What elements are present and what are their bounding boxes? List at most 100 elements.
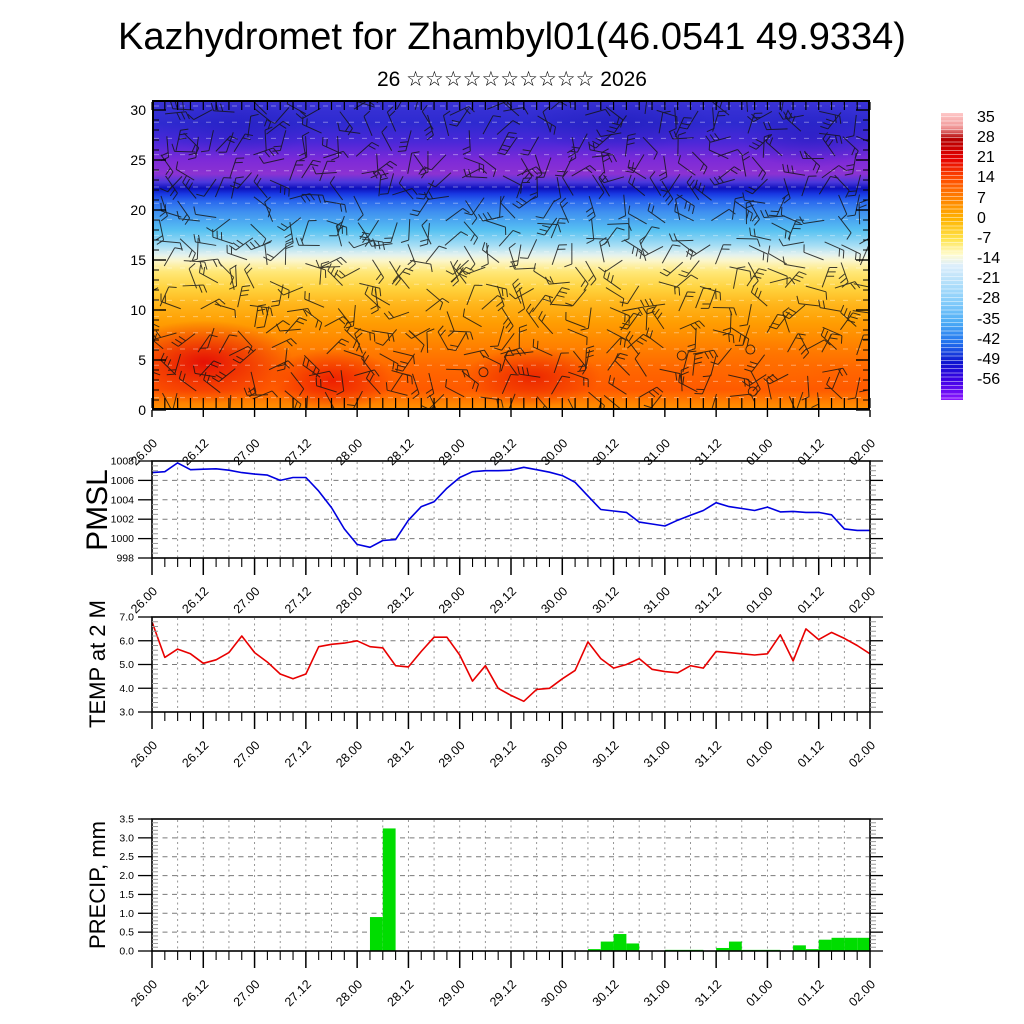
- colorbar-tick-label: 35: [977, 109, 995, 126]
- page-subtitle: 26 ☆☆☆☆☆☆☆☆☆☆ 2026: [376, 68, 647, 91]
- x-tick-label: 02.00: [846, 738, 878, 770]
- x-tick-label: 01.00: [744, 436, 776, 468]
- x-tick-label: 31.12: [692, 977, 724, 1009]
- temperature-colorbar: [941, 113, 963, 400]
- precip-bar: [382, 828, 396, 951]
- x-tick-label: 31.12: [692, 584, 724, 616]
- x-tick-label: 26.12: [179, 738, 211, 770]
- x-tick-label: 27.00: [231, 977, 263, 1009]
- temp-at-2m-panel: 3.0 4.0 5.0 6.0 7.0: [119, 612, 883, 729]
- x-tick-label: 28.00: [333, 738, 365, 770]
- y-tick-label: 2.5: [119, 851, 134, 863]
- temp-at-2m-x-labels: 26.00 26.12 27.00 27.12 28.00 28.12 29.00 29.12…: [128, 738, 878, 770]
- colorbar-tick-label: -56: [977, 370, 1001, 388]
- x-tick-label: 31.00: [641, 738, 673, 770]
- x-tick-label: 26.12: [179, 584, 211, 616]
- x-tick-label: 27.12: [282, 977, 314, 1009]
- x-tick-label: 30.00: [538, 977, 570, 1009]
- precip-bar: [793, 945, 806, 951]
- colorbar-tick-label: -49: [977, 350, 1001, 368]
- cross-section-y-tick-label: 15: [130, 252, 146, 268]
- y-tick-label: 1.0: [119, 908, 134, 920]
- x-tick-label: 27.12: [282, 584, 314, 616]
- colorbar-tick-label: -7: [977, 229, 992, 247]
- y-tick-label: 5.0: [119, 659, 134, 671]
- cross-section-y-tick-label: 10: [130, 302, 146, 318]
- x-tick-label: 29.00: [436, 738, 468, 770]
- precip-bar: [728, 941, 742, 951]
- colorbar-tick-label: 28: [977, 129, 995, 147]
- y-tick-label: 1006: [111, 475, 135, 487]
- x-tick-label: 31.12: [692, 738, 724, 770]
- cross-section-x-labels: 26.00 26.12 27.00 27.12 28.00 28.12 29.00 29.12…: [128, 436, 878, 468]
- colorbar-tick-label: 7: [977, 189, 986, 207]
- precip-bar: [831, 937, 845, 951]
- cross-section-y-tick-label: 0: [138, 402, 146, 418]
- colorbar-tick-label: -21: [977, 270, 1001, 288]
- x-tick-label: 27.00: [231, 738, 263, 770]
- x-tick-label: 02.00: [846, 436, 878, 468]
- x-tick-label: 30.00: [538, 584, 570, 616]
- x-tick-label: 31.00: [641, 584, 673, 616]
- x-tick-label: 29.00: [436, 436, 468, 468]
- page-title: Kazhydromet for Zhambyl01(46.0541 49.933…: [118, 16, 906, 58]
- cross-section-y-tick-label: 30: [130, 102, 146, 118]
- x-tick-label: 28.12: [385, 738, 417, 770]
- y-tick-label: 1004: [111, 494, 135, 506]
- x-tick-label: 28.00: [333, 584, 365, 616]
- y-tick-label: 1000: [111, 533, 135, 545]
- x-tick-label: 01.00: [744, 738, 776, 770]
- x-tick-label: 27.00: [231, 436, 263, 468]
- precip-panel: 0.0 0.5 1.0 1.5 2.0 2.5 3.0 3.5: [119, 814, 883, 968]
- x-tick-label: 30.12: [590, 436, 622, 468]
- x-tick-label: 30.00: [538, 738, 570, 770]
- cross-section-y-tick-label: 25: [130, 152, 146, 168]
- precip-bar: [767, 949, 781, 951]
- colorbar-tick-label: -42: [977, 330, 1001, 348]
- x-tick-label: 01.12: [795, 584, 827, 616]
- x-tick-label: 26.12: [179, 436, 211, 468]
- y-tick-label: 4.0: [119, 683, 134, 695]
- precip-bar: [587, 949, 601, 951]
- x-tick-label: 29.12: [487, 738, 519, 770]
- x-tick-label: 26.00: [128, 584, 160, 616]
- precip-bar: [818, 939, 832, 951]
- x-tick-label: 01.00: [744, 977, 776, 1009]
- x-tick-label: 29.12: [487, 977, 519, 1009]
- cross-section-heatmap: [152, 100, 870, 410]
- y-tick-label: 6.0: [119, 635, 134, 647]
- x-tick-label: 28.12: [385, 977, 417, 1009]
- temp-at-2m-line: [151, 621, 871, 703]
- cross-section-y-tick-label: 5: [138, 352, 146, 368]
- x-tick-label: 31.12: [692, 436, 724, 468]
- precip-bar: [677, 949, 691, 951]
- y-tick-label: 1002: [111, 514, 135, 526]
- precip-bar: [600, 941, 614, 951]
- precip-bar: [857, 937, 870, 951]
- x-tick-label: 26.00: [128, 738, 160, 770]
- y-tick-label: 998: [116, 553, 134, 565]
- x-tick-label: 27.12: [282, 436, 314, 468]
- x-tick-label: 01.12: [795, 738, 827, 770]
- x-tick-label: 30.12: [590, 977, 622, 1009]
- x-tick-label: 31.00: [641, 977, 673, 1009]
- x-tick-label: 02.00: [846, 584, 878, 616]
- pmsl-panel: 998 1000 1002 1004 1006 1008: [111, 456, 883, 575]
- y-tick-label: 3.0: [119, 832, 134, 844]
- precip-bar: [664, 949, 678, 951]
- x-tick-label: 28.00: [333, 977, 365, 1009]
- pmsl-x-labels: 26.00 26.12 27.00 27.12 28.00 28.12 29.00 29.12…: [128, 584, 878, 616]
- colorbar-tick-label: 14: [977, 169, 995, 187]
- temp-axis-title: TEMP at 2 M: [85, 600, 110, 728]
- precip-bar: [741, 949, 755, 951]
- x-tick-label: 01.12: [795, 977, 827, 1009]
- x-tick-label: 29.12: [487, 436, 519, 468]
- precip-x-labels: 26.00 26.12 27.00 27.12 28.00 28.12 29.00 29.12…: [128, 977, 878, 1009]
- x-tick-label: 26.00: [128, 977, 160, 1009]
- precip-axis-title: PRECIP, mm: [85, 821, 110, 949]
- colorbar-tick-label: 21: [977, 149, 995, 167]
- pmsl-line: [151, 462, 870, 549]
- colorbar-tick-label: -35: [977, 310, 1001, 328]
- y-tick-label: 0.5: [119, 927, 134, 939]
